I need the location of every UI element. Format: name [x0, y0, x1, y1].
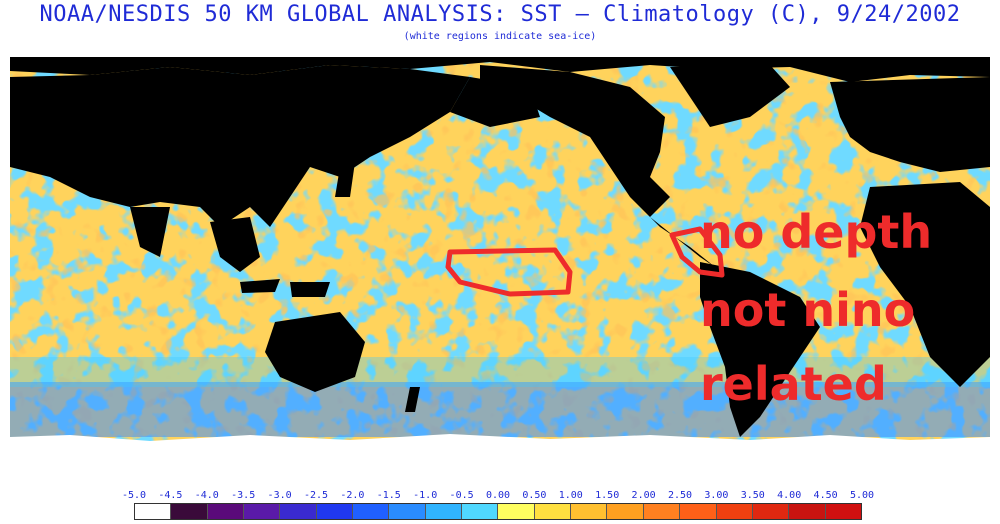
annotation-circle-central-pacific: [445, 247, 573, 297]
colorbar-swatch: [534, 504, 572, 519]
colorbar-tick-label: 0.00: [485, 490, 511, 501]
north-america: [480, 65, 715, 267]
colorbar-swatch: [607, 504, 644, 519]
colorbar-tick-label: 3.00: [704, 490, 729, 501]
colorbar-tick-label: -4.5: [158, 490, 183, 501]
colorbar-tick-label: -5.0: [121, 490, 147, 501]
colorbar-swatch: [316, 504, 354, 519]
new-zealand: [405, 387, 420, 412]
alaska: [450, 77, 540, 127]
colorbar-swatch: [244, 504, 281, 519]
colorbar-swatch: [207, 504, 245, 519]
colorbar-tick-label: -2.5: [303, 490, 329, 501]
colorbar-tick-label: -1.5: [376, 490, 401, 501]
japan: [335, 162, 355, 197]
colorbar-tick-label: -3.0: [267, 490, 292, 501]
europe: [830, 77, 990, 172]
colorbar-swatch: [643, 504, 681, 519]
southeast-asia: [210, 217, 260, 272]
map-title: NOAA/NESDIS 50 KM GLOBAL ANALYSIS: SST —…: [39, 2, 961, 27]
annotation-text-line-1: no depth: [700, 205, 933, 259]
annotation-text-line-2: not nino: [700, 283, 916, 337]
australia: [265, 312, 365, 392]
colorbar-tick-label: 1.00: [558, 490, 583, 501]
annotation-circle-peru-coast: [669, 226, 725, 278]
africa: [860, 182, 990, 387]
india: [130, 207, 170, 257]
colorbar-swatch: [752, 504, 790, 519]
asia: [10, 65, 470, 227]
colorbar-tick-label: 2.00: [631, 490, 656, 501]
colorbar-swatch: [462, 504, 499, 519]
colorbar-swatch: [389, 504, 426, 519]
colorbar-tick-label: 5.00: [849, 490, 875, 501]
greenland: [670, 65, 790, 127]
colorbar-swatch: [789, 504, 826, 519]
colorbar-tick-label: -2.0: [340, 490, 365, 501]
colorbar-swatch: [171, 504, 208, 519]
colorbar-swatch: [825, 504, 861, 519]
colorbar-tick-label: -1.0: [413, 490, 438, 501]
annotation-text-line-3: related: [700, 357, 887, 411]
colorbar-tick-label: 0.50: [522, 490, 547, 501]
colorbar-tick-label: 3.50: [740, 490, 765, 501]
colorbar-tick-label: 4.50: [813, 490, 838, 501]
colorbar-swatch: [353, 504, 390, 519]
colorbar-swatch: [425, 504, 463, 519]
colorbar-swatch: [680, 504, 717, 519]
colorbar-swatch: [280, 504, 317, 519]
colorbar-tick-label: -4.0: [194, 490, 219, 501]
colorbar-swatch: [716, 504, 753, 519]
colorbar: [134, 503, 862, 520]
indonesia-2: [290, 282, 330, 297]
colorbar-tick-labels: -5.0 -4.5 -4.0 -3.5 -3.0 -2.5 -2.0 -1.5 -1.0 -0.5…: [120, 490, 874, 502]
map-canvas: [10, 57, 990, 480]
colorbar-swatch: [498, 504, 535, 519]
colorbar-tick-label: -0.5: [449, 490, 474, 501]
colorbar-tick-label: -3.5: [231, 490, 256, 501]
map-subtitle: (white regions indicate sea-ice): [403, 31, 597, 42]
colorbar-swatch: [135, 504, 172, 519]
antarctic-sea-ice: [10, 434, 990, 480]
south-america: [700, 262, 820, 437]
arctic-land: [10, 57, 990, 82]
colorbar-tick-label: 1.50: [595, 490, 620, 501]
indonesia-1: [240, 279, 280, 293]
colorbar-tick-label: 2.50: [667, 490, 693, 501]
colorbar-swatch: [571, 504, 608, 519]
colorbar-tick-label: 4.00: [777, 490, 802, 501]
sst-anomaly-map: [10, 57, 990, 480]
